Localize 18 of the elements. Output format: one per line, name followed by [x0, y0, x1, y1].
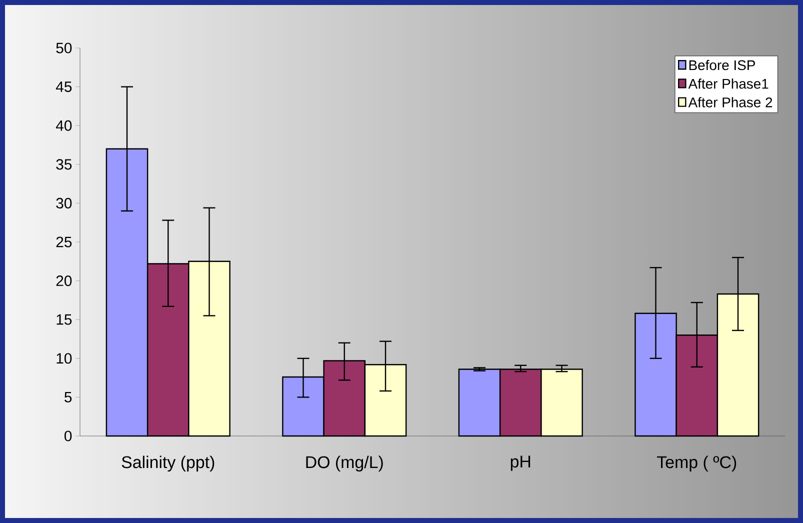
legend-label: After Phase1	[688, 78, 768, 89]
y-tick-label: 20	[56, 275, 72, 286]
legend-label: Before ISP	[689, 60, 755, 70]
x-tick-label: Salinity (ppt)	[122, 456, 214, 472]
y-tick-label: 0	[64, 430, 72, 442]
y-tick-label: 15	[56, 314, 72, 325]
y-tick-label: 30	[56, 198, 72, 208]
legend-label: After Phase 2	[688, 97, 772, 108]
y-tick-label: 5	[64, 392, 72, 402]
y-tick-label: 45	[56, 82, 72, 92]
y-tick-label: 50	[56, 42, 72, 54]
x-tick-label: DO (mg/L)	[306, 456, 383, 472]
y-tick-label: 25	[56, 236, 72, 248]
y-tick-label: 10	[56, 353, 72, 364]
x-tick-label: pH	[510, 456, 530, 471]
y-tick-label: 40	[56, 120, 72, 131]
x-tick-label: Temp ( ºC)	[656, 456, 736, 472]
y-tick-label: 35	[56, 159, 72, 170]
